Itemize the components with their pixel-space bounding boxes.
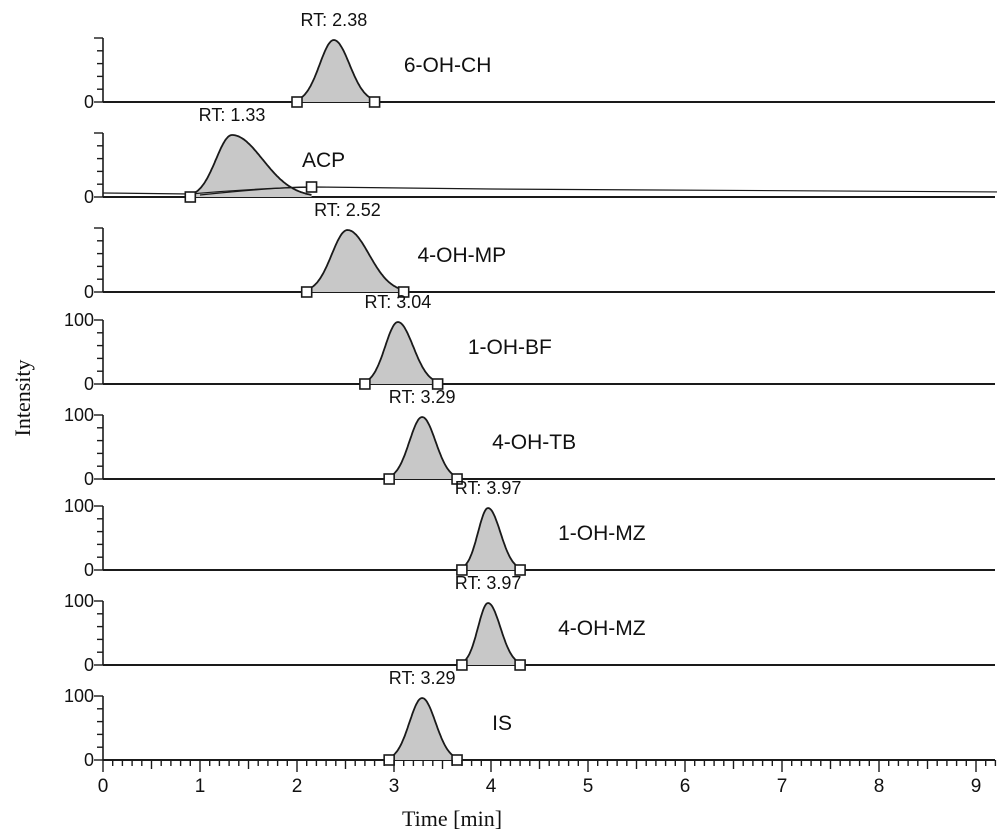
y-tick-label: 0	[84, 374, 94, 394]
peak-line	[364, 321, 438, 383]
panels-group: 0 RT: 2.38 6-OH-CH 0 RT: 1.33 ACP 0 RT: 2.52 4-O…	[64, 10, 997, 770]
x-tick-label: 0	[98, 776, 109, 797]
peak-area	[306, 230, 404, 292]
panel-4-oh-tb: 100 0 RT: 3.29 4-OH-TB	[64, 387, 995, 489]
y-tick-label: 100	[64, 686, 94, 706]
peak-area	[389, 417, 458, 479]
peak-area	[389, 698, 458, 760]
x-tick-label: 3	[389, 776, 400, 797]
y-tick-label: 0	[84, 655, 94, 675]
peak-boundary-marker	[451, 473, 463, 485]
x-tick-label: 6	[680, 776, 691, 797]
baseline-drift-line	[199, 186, 312, 196]
panel-1-oh-bf: 100 0 RT: 3.04 1-OH-BF	[64, 292, 995, 394]
peak-boundary-marker	[359, 378, 371, 390]
time-axis: 0 1 2 3 4 5 6 7 8 9	[98, 760, 997, 797]
panel-4-oh-mz: 100 0 RT: 3.97 4-OH-MZ	[64, 573, 995, 675]
rt-label: RT: 1.33	[199, 105, 266, 125]
rt-label: RT: 3.29	[389, 668, 456, 688]
rt-label: RT: 2.38	[301, 10, 368, 30]
compound-label: 4-OH-MZ	[558, 617, 646, 640]
rt-label: RT: 3.29	[389, 387, 456, 407]
peak-area	[364, 322, 438, 384]
y-tick-label: 0	[84, 469, 94, 489]
peak-boundary-marker	[383, 754, 395, 766]
x-tick-label: 1	[195, 776, 206, 797]
peak-boundary-marker	[291, 96, 303, 108]
peak-boundary-marker	[451, 754, 463, 766]
compound-label: IS	[492, 712, 512, 735]
x-tick-label: 4	[486, 776, 497, 797]
x-axis-title: Time [min]	[402, 806, 502, 831]
y-tick-label: 100	[64, 496, 94, 516]
peak-area	[461, 603, 521, 665]
y-axis-title: Intensity	[10, 360, 35, 437]
panel-is: 100 0 RT: 3.29 IS	[64, 668, 995, 770]
peak-boundary-marker	[305, 181, 318, 193]
peak-line	[461, 507, 521, 569]
peak-boundary-marker	[514, 564, 526, 576]
rt-label: RT: 2.52	[314, 200, 381, 220]
y-tick-label: 100	[64, 405, 94, 425]
peak-boundary-marker	[300, 286, 313, 298]
peak-boundary-marker	[431, 378, 444, 390]
peak-line	[306, 229, 404, 291]
peak-boundary-marker	[184, 191, 197, 203]
rt-label: RT: 3.04	[365, 292, 432, 312]
x-tick-label: 8	[874, 776, 885, 797]
peak-line	[461, 602, 521, 664]
y-tick-label: 0	[84, 92, 94, 112]
y-tick-label: 0	[84, 750, 94, 770]
peak-boundary-marker	[383, 473, 395, 485]
y-tick-label: 100	[64, 310, 94, 330]
compound-label: ACP	[302, 149, 345, 172]
compound-label: 1-OH-MZ	[558, 522, 646, 545]
y-tick-label: 0	[84, 282, 94, 302]
panel-4-oh-mp: 0 RT: 2.52 4-OH-MP	[84, 200, 995, 302]
y-tick-label: 100	[64, 591, 94, 611]
y-tick-label: 0	[84, 560, 94, 580]
panel-acp: 0 RT: 1.33 ACP	[84, 105, 997, 207]
compound-label: 4-OH-TB	[492, 431, 576, 454]
peak-line	[296, 39, 375, 101]
compound-label: 4-OH-MP	[417, 244, 506, 267]
x-tick-label: 2	[292, 776, 303, 797]
x-tick-label: 7	[777, 776, 788, 797]
panel-1-oh-mz: 100 0 RT: 3.97 1-OH-MZ	[64, 478, 995, 580]
peak-area	[297, 40, 375, 102]
rt-label: RT: 3.97	[455, 573, 522, 593]
x-tick-label: 5	[583, 776, 594, 797]
peak-boundary-marker	[397, 286, 410, 298]
x-tick-label: 9	[971, 776, 982, 797]
compound-label: 6-OH-CH	[404, 54, 492, 77]
rt-label: RT: 3.97	[455, 478, 522, 498]
peak-line	[388, 416, 458, 478]
compound-label: 1-OH-BF	[468, 336, 552, 359]
peak-boundary-marker	[368, 96, 381, 108]
y-tick-label: 0	[84, 187, 94, 207]
peak-boundary-marker	[456, 659, 468, 671]
peak-area	[461, 508, 521, 570]
peak-boundary-marker	[456, 564, 468, 576]
peak-boundary-marker	[514, 659, 526, 671]
peak-line	[388, 697, 458, 759]
panel-6-oh-ch: 0 RT: 2.38 6-OH-CH	[84, 10, 995, 112]
